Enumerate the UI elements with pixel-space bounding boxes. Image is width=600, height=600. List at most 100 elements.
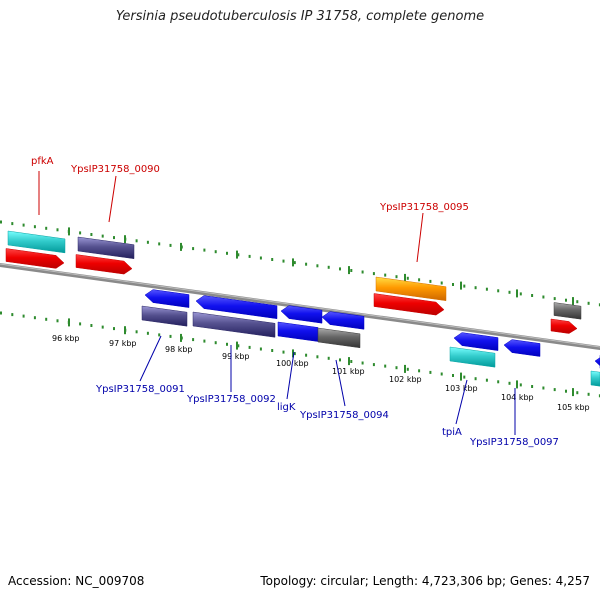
minor-tick (0, 311, 2, 315)
gene-cyan-pfka[interactable] (7, 230, 66, 254)
minor-tick (33, 316, 36, 320)
major-tick (180, 333, 182, 342)
major-tick (68, 227, 70, 236)
minor-tick (452, 283, 454, 286)
minor-tick (452, 374, 454, 377)
gene-label-tpia[interactable]: tpiA (442, 427, 462, 438)
gene-purple-ypsip31758-0091[interactable] (141, 305, 188, 327)
minor-tick (56, 319, 59, 323)
gene-label-ypsip31758-0097[interactable]: YpsIP31758_0097 (469, 437, 559, 448)
minor-tick (542, 386, 545, 390)
minor-tick (339, 358, 341, 362)
gene-label-pfka[interactable]: pfkA (31, 156, 54, 167)
gene-label-ypsip31758-0094[interactable]: YpsIP31758_0094 (299, 410, 389, 421)
minor-tick (440, 281, 443, 285)
gene-gray-box[interactable] (553, 302, 582, 320)
minor-tick (418, 278, 421, 282)
minor-tick (339, 267, 341, 271)
minor-tick (508, 381, 511, 385)
minor-tick (113, 236, 115, 240)
tick-label: 102 kbp (389, 375, 422, 384)
minor-tick (293, 261, 296, 265)
major-tick (460, 372, 462, 381)
gene-purple-ypsip31758-0092[interactable] (192, 311, 276, 338)
minor-tick (203, 248, 206, 252)
minor-tick (350, 360, 353, 363)
minor-tick (203, 339, 206, 343)
minor-tick (158, 333, 161, 337)
minor-tick (226, 342, 228, 346)
minor-tick (192, 247, 195, 251)
gene-label-ypsip31758-0095[interactable]: YpsIP31758_0095 (379, 202, 469, 213)
minor-tick (248, 254, 251, 258)
gene-red-arrow[interactable] (5, 248, 65, 269)
minor-tick (56, 228, 59, 232)
minor-tick (565, 389, 567, 393)
minor-tick (226, 251, 228, 255)
minor-tick (248, 345, 251, 349)
gene-red-arrow[interactable] (75, 254, 133, 275)
minor-tick (45, 317, 48, 321)
minor-tick (259, 347, 262, 351)
gene-label-ypsip31758-0090[interactable]: YpsIP31758_0090 (70, 164, 160, 175)
minor-tick (372, 363, 375, 367)
gene-red-arrow[interactable] (550, 318, 578, 334)
major-tick (572, 388, 574, 397)
reverse-gene-labels: YpsIP31758_0091 YpsIP31758_0092 ligK Yps… (95, 335, 559, 448)
gene-gray-ypsip31758-0094[interactable] (317, 327, 361, 349)
reverse-tick-row (0, 311, 600, 398)
minor-tick (158, 242, 161, 246)
gene-label-ypsip31758-0092[interactable]: YpsIP31758_0092 (186, 394, 276, 405)
gene-purple-ypsip31758-0090[interactable] (77, 236, 135, 259)
minor-tick (531, 294, 534, 297)
gene-cyan-edge[interactable] (590, 370, 600, 387)
minor-tick (395, 366, 398, 370)
minor-tick (587, 301, 590, 305)
gene-blue-arrow[interactable] (195, 295, 278, 319)
minor-tick (587, 392, 590, 396)
genome-backbone-highlight (0, 263, 600, 348)
minor-tick (0, 220, 2, 224)
gene-blue-arrow[interactable] (594, 354, 600, 369)
minor-tick (463, 375, 466, 379)
major-tick (124, 235, 126, 244)
minor-tick (553, 388, 556, 392)
gene-features (5, 230, 600, 387)
minor-tick (406, 276, 409, 280)
major-tick (68, 318, 70, 327)
gene-cyan-tpia[interactable] (449, 346, 496, 368)
minor-tick (293, 352, 296, 356)
minor-tick (90, 324, 93, 327)
minor-tick (316, 355, 319, 359)
major-tick (180, 242, 182, 251)
minor-tick (395, 275, 398, 279)
minor-tick (440, 372, 443, 376)
minor-tick (406, 367, 409, 371)
gene-label-ligk[interactable]: ligK (277, 402, 296, 413)
minor-tick (485, 378, 488, 382)
minor-tick (384, 364, 387, 368)
gene-blue-arrow[interactable] (321, 311, 365, 330)
tick-label: 99 kbp (222, 352, 250, 361)
gene-red-arrow[interactable] (373, 293, 445, 316)
gene-blue-arrow[interactable] (503, 339, 541, 357)
minor-tick (497, 289, 500, 293)
minor-tick (508, 290, 511, 294)
minor-tick (101, 234, 104, 238)
gene-label-ypsip31758-0091[interactable]: YpsIP31758_0091 (95, 384, 185, 395)
minor-tick (113, 327, 115, 331)
gene-blue-ligk[interactable] (277, 321, 319, 342)
minor-tick (237, 253, 240, 257)
minor-tick (271, 258, 274, 261)
minor-tick (350, 269, 353, 272)
minor-tick (169, 334, 172, 338)
gene-blue-arrow[interactable] (144, 289, 190, 308)
minor-tick (22, 223, 25, 227)
gene-orange-ypsip31758-0095[interactable] (375, 276, 447, 301)
gene-blue-arrow[interactable] (453, 332, 499, 351)
tick-label: 101 kbp (332, 367, 365, 376)
minor-tick (11, 222, 14, 226)
minor-tick (565, 298, 567, 302)
minor-tick (22, 314, 25, 318)
